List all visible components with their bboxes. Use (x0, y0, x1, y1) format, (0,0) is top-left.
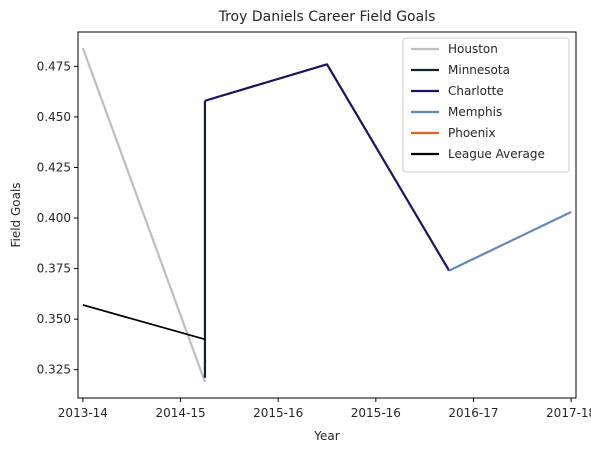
y-tick-label: 0.475 (37, 59, 71, 73)
x-axis-title: Year (313, 429, 339, 443)
y-tick-label: 0.400 (37, 211, 71, 225)
x-tick-label: 2016-17 (448, 406, 498, 420)
y-tick-label: 0.375 (37, 262, 71, 276)
series-line-league-average (83, 305, 205, 339)
y-tick-label: 0.350 (37, 312, 71, 326)
x-tick-label: 2017-18 (546, 406, 591, 420)
y-tick-label: 0.425 (37, 160, 71, 174)
legend-label: Houston (448, 42, 498, 56)
legend-label: Memphis (448, 105, 502, 119)
series-line-houston (83, 48, 205, 382)
y-tick-label: 0.325 (37, 363, 71, 377)
legend: Houston Minnesota Charlotte Memphis Phoenix L… (403, 38, 569, 172)
x-tick-label: 2015-16 (253, 406, 303, 420)
legend-label: League Average (448, 147, 545, 161)
legend-label: Phoenix (448, 126, 496, 140)
legend-label: Minnesota (448, 63, 510, 77)
series-line-memphis (449, 212, 571, 271)
chart-title: Troy Daniels Career Field Goals (218, 9, 436, 25)
x-tick-label: 2014-15 (155, 406, 205, 420)
y-axis: 0.325 0.350 0.375 0.400 0.425 0.450 0.475 (37, 59, 78, 376)
x-axis: 2013-14 2014-15 2015-16 2015-16 2016-17 2017-… (58, 398, 591, 420)
legend-label: Charlotte (448, 84, 504, 98)
x-tick-label: 2013-14 (58, 406, 108, 420)
y-axis-title: Field Goals (9, 182, 23, 247)
y-tick-label: 0.450 (37, 110, 71, 124)
x-tick-label: 2015-16 (351, 406, 401, 420)
